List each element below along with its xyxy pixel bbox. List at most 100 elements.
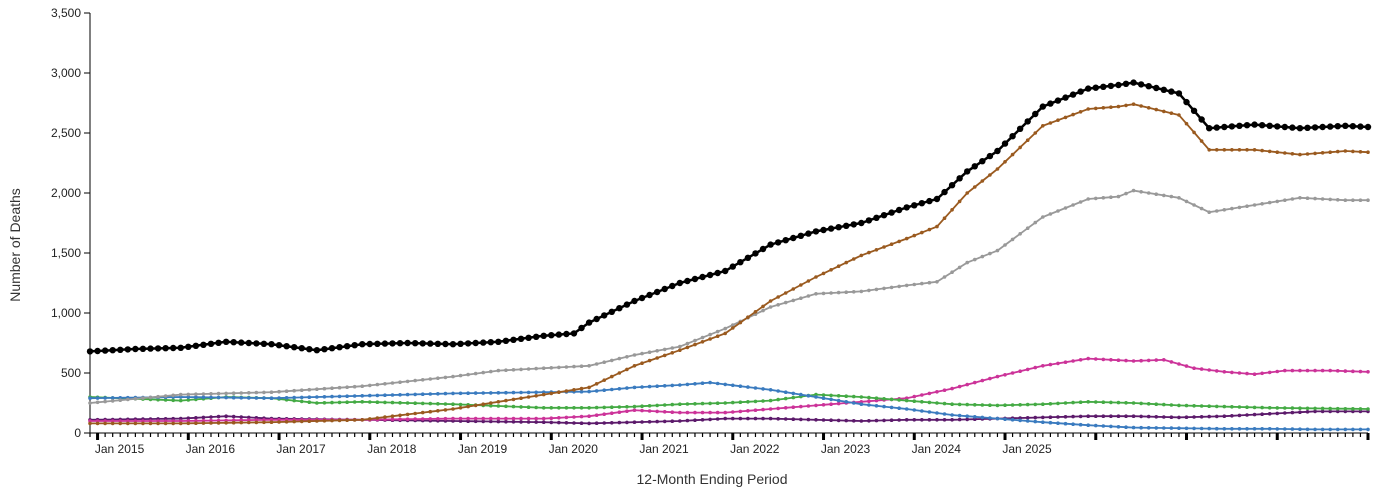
series-point — [1124, 401, 1128, 405]
series-point — [1192, 415, 1196, 419]
series-point — [411, 340, 419, 347]
series-point — [352, 418, 357, 422]
series-point — [1260, 371, 1264, 376]
series-point — [776, 389, 780, 393]
series-point — [367, 393, 372, 398]
series-point — [995, 248, 1000, 253]
series-point — [972, 257, 977, 262]
series-point — [1162, 109, 1166, 114]
series-point — [729, 263, 736, 270]
series-point — [950, 418, 954, 422]
series-point — [1093, 196, 1098, 201]
series-point — [1260, 412, 1264, 417]
series-point — [1169, 360, 1174, 364]
series-point — [1162, 426, 1166, 430]
series-point — [708, 417, 712, 422]
series-point — [1056, 209, 1060, 213]
series-point — [776, 406, 780, 411]
series-point — [572, 364, 576, 369]
series-point — [655, 384, 659, 389]
series-point — [141, 421, 145, 426]
series-point — [1177, 362, 1181, 366]
series-point — [1071, 400, 1075, 405]
series-point — [570, 330, 578, 337]
series-point — [957, 413, 962, 418]
series-point — [662, 347, 667, 352]
series-point — [715, 381, 720, 386]
series-point — [1154, 402, 1159, 407]
series-point — [1252, 405, 1257, 410]
series-point — [685, 341, 690, 346]
series-point — [352, 400, 357, 404]
series-point — [617, 405, 622, 409]
series-point — [374, 340, 381, 347]
series-point — [1024, 118, 1031, 125]
series-point — [844, 394, 849, 399]
series-point — [715, 329, 720, 334]
series-point — [549, 391, 554, 396]
series-point — [147, 345, 154, 352]
series-point — [927, 391, 932, 396]
series-point — [821, 393, 826, 397]
series-point — [579, 421, 584, 426]
series-point — [631, 297, 638, 305]
series-point — [829, 418, 833, 423]
series-point — [1313, 196, 1317, 201]
series-point — [670, 419, 675, 424]
series-point — [1048, 121, 1053, 125]
series-point — [201, 421, 206, 425]
series-point — [209, 415, 213, 419]
series-point — [1351, 149, 1355, 154]
series-point — [662, 353, 667, 358]
series-point — [548, 332, 555, 339]
series-point — [783, 417, 788, 421]
series-point — [647, 358, 652, 363]
series-point — [103, 421, 107, 426]
series-point — [920, 400, 924, 404]
series-point — [200, 341, 207, 348]
series-point — [209, 392, 213, 396]
series-point — [988, 403, 992, 408]
series-point — [806, 279, 811, 283]
series-point — [1214, 404, 1219, 409]
series-point — [950, 402, 954, 407]
series-point — [874, 248, 879, 252]
series-point — [912, 399, 917, 404]
series-point — [330, 400, 334, 405]
series-point — [836, 394, 841, 398]
series-point — [995, 374, 1000, 379]
series-point — [504, 390, 508, 395]
series-point — [761, 399, 765, 403]
series-point — [1252, 203, 1257, 207]
series-point — [897, 398, 901, 402]
series-point — [1236, 122, 1243, 129]
series-point — [1343, 406, 1348, 411]
series-point — [1078, 414, 1083, 419]
series-point — [1283, 427, 1287, 431]
series-point — [367, 417, 372, 421]
series-point — [156, 394, 160, 399]
series-point — [526, 416, 531, 421]
series-point — [1101, 196, 1106, 200]
series-point — [215, 339, 222, 346]
series-point — [488, 419, 493, 424]
series-point — [1290, 406, 1295, 410]
series-point — [1192, 130, 1196, 135]
series-point — [935, 401, 939, 405]
series-point — [730, 400, 735, 405]
series-point — [579, 389, 584, 394]
series-point — [1009, 133, 1016, 140]
series-point — [201, 392, 206, 396]
series-point — [1109, 400, 1113, 405]
series-point — [292, 398, 296, 403]
series-point — [442, 340, 449, 348]
series-point — [124, 346, 132, 353]
series-point — [730, 416, 735, 421]
series-point — [481, 419, 486, 424]
series-point — [511, 416, 516, 421]
series-point — [1109, 424, 1113, 429]
series-point — [177, 344, 184, 351]
series-point — [526, 420, 531, 424]
series-point — [1162, 358, 1166, 362]
series-point — [480, 339, 487, 346]
